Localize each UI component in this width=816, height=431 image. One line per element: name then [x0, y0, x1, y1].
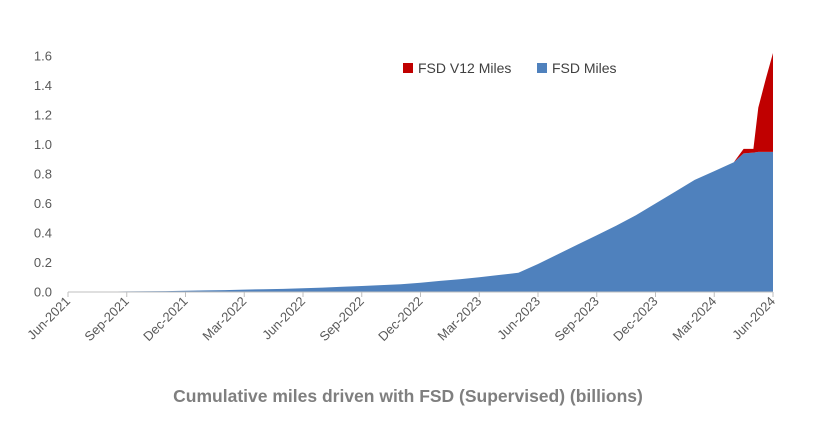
- x-tick-label: Sep-2022: [316, 294, 366, 344]
- x-tick-label: Jun-2022: [259, 294, 308, 343]
- y-tick-label: 1.6: [34, 49, 52, 64]
- chart-areas: [68, 53, 773, 292]
- y-tick-label: 0.8: [34, 167, 52, 182]
- chart-title: Cumulative miles driven with FSD (Superv…: [173, 386, 643, 406]
- x-tick-label: Jun-2023: [494, 294, 543, 343]
- legend-label: FSD V12 Miles: [418, 60, 511, 76]
- y-tick-label: 1.0: [34, 137, 52, 152]
- x-tick-label: Jun-2024: [729, 294, 778, 343]
- fsd-miles-area: [68, 151, 773, 292]
- x-tick-label: Mar-2023: [434, 294, 484, 344]
- x-tick-label: Dec-2022: [375, 294, 425, 344]
- y-tick-label: 0.6: [34, 196, 52, 211]
- x-tick-label: Mar-2024: [669, 294, 719, 344]
- legend-label: FSD Miles: [552, 60, 617, 76]
- x-axis-ticks: Jun-2021 Sep-2021 Dec-2021 Mar-2022 Jun-2022…: [24, 292, 778, 344]
- x-tick-label: Jun-2021: [24, 294, 73, 343]
- x-tick-label: Dec-2023: [610, 294, 660, 344]
- y-tick-label: 1.2: [34, 108, 52, 123]
- x-tick-label: Sep-2023: [551, 294, 601, 344]
- legend-swatch: [537, 63, 547, 73]
- x-tick-label: Sep-2021: [81, 294, 131, 344]
- legend-swatch: [403, 63, 413, 73]
- y-tick-label: 0.4: [34, 226, 52, 241]
- x-tick-label: Dec-2021: [140, 294, 190, 344]
- y-tick-label: 0.0: [34, 285, 52, 300]
- y-tick-label: 0.2: [34, 255, 52, 270]
- x-tick-label: Mar-2022: [199, 294, 249, 344]
- y-axis-ticks: 0.0 0.2 0.4 0.6 0.8 1.0 1.2 1.4 1.6: [34, 49, 52, 300]
- chart-legend: FSD V12 Miles FSD Miles: [403, 60, 617, 76]
- y-tick-label: 1.4: [34, 78, 52, 93]
